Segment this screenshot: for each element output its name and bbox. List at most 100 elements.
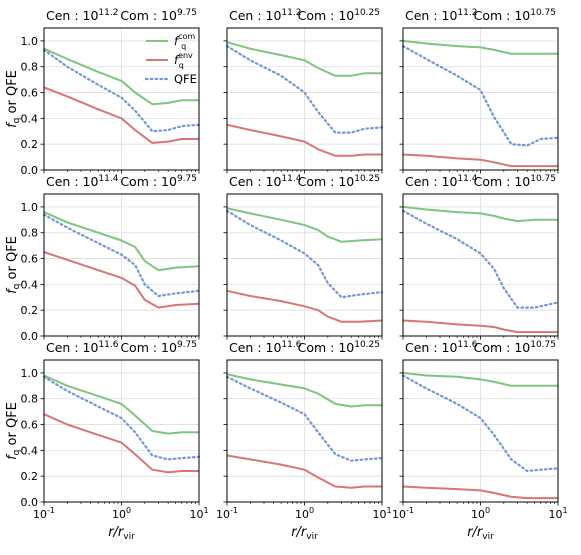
- panel-title-cen: Cen : 1011.4: [46, 174, 119, 189]
- x-tick-exp: 1: [386, 506, 391, 515]
- x-tick-base: 10: [295, 508, 309, 521]
- x-tick-base: 10: [33, 508, 47, 521]
- y-tick-label: 0.4: [21, 112, 39, 125]
- x-tick-label: 100: [112, 506, 131, 521]
- title-cen-exp: 11.2: [457, 8, 477, 18]
- series-line-qfe: [401, 209, 560, 309]
- series-line-com: [43, 211, 200, 272]
- legend-label-com: fcom q: [174, 32, 195, 51]
- x-tick-label: 100: [471, 506, 490, 521]
- title-com-base: Com : 10: [474, 8, 531, 23]
- series-line-com: [43, 47, 199, 106]
- title-cen-exp: 11.4: [281, 174, 301, 184]
- chart-panel: Cen : 1011.2 Com : 109.75 0.0 0.2 0.4 0.6 0.8 1…: [21, 8, 201, 177]
- title-cen-base: Cen : 10: [229, 340, 281, 355]
- y-tick-label: 0.0: [21, 164, 39, 177]
- chart-panel: Cen : 1011.6 Com : 109.75 0.0 0.2 0.4 0.6 0.8 1…: [21, 340, 209, 521]
- series-line-qfe: [42, 48, 201, 133]
- series-line-env: [226, 123, 382, 157]
- title-com-exp: 10.75: [530, 8, 556, 18]
- x-tick-exp: 0: [485, 506, 490, 515]
- title-cen-base: Cen : 10: [405, 8, 457, 23]
- title-com-base: Com : 10: [474, 340, 531, 355]
- series-line-com: [226, 41, 382, 77]
- y-axis-label: fq or QFE: [5, 236, 22, 294]
- x-tick-base: 10: [372, 508, 386, 521]
- title-com-exp: 9.75: [177, 340, 197, 350]
- title-cen-exp: 11.2: [281, 8, 301, 18]
- y-axis-label-rest: or QFE: [5, 236, 20, 284]
- title-cen-base: Cen : 10: [229, 174, 281, 189]
- x-axis-label-main: r/r: [467, 525, 484, 540]
- series-line-env: [43, 251, 200, 309]
- y-tick-label: 0.0: [21, 496, 39, 509]
- panel-title-com: Com : 1010.75: [474, 8, 556, 23]
- series-line-qfe: [401, 44, 560, 147]
- y-tick-label: 0.6: [21, 253, 39, 266]
- series-line-com: [402, 371, 558, 387]
- title-cen-exp: 11.4: [457, 174, 477, 184]
- x-axis-label: r/rvir: [467, 525, 494, 542]
- series-line-qfe: [225, 44, 384, 134]
- legend-label-main: QFE: [174, 72, 197, 86]
- title-cen-base: Cen : 10: [405, 174, 457, 189]
- series-line-com: [43, 374, 199, 435]
- x-tick-exp: 0: [126, 506, 131, 515]
- title-com-base: Com : 10: [120, 174, 177, 189]
- legend-label-sub: q: [181, 42, 186, 51]
- x-tick-label: 10-1: [392, 506, 414, 521]
- x-axis-label: r/rvir: [291, 525, 318, 542]
- x-tick-label: 101: [372, 506, 391, 521]
- x-axis-label-sub: vir: [306, 532, 318, 542]
- y-tick-label: 0.6: [21, 419, 39, 432]
- series-line-env: [402, 319, 558, 334]
- x-axis-label: r/rvir: [108, 525, 135, 542]
- y-tick-label: 0.4: [21, 444, 39, 457]
- panel-title-com: Com : 1010.25: [298, 174, 380, 189]
- x-axis-labels: r/rvir r/rvir r/rvir: [108, 525, 494, 542]
- x-tick-base: 10: [471, 508, 485, 521]
- title-com-exp: 10.25: [354, 174, 380, 184]
- panel-title-cen: Cen : 1011.2: [405, 8, 477, 23]
- series-line-env: [43, 86, 199, 144]
- legend-label-main: f: [174, 53, 180, 67]
- x-axis-label-main: r/r: [108, 525, 125, 540]
- y-tick-label: 0.2: [21, 138, 39, 151]
- y-tick-label: 1.0: [21, 367, 39, 380]
- title-com-base: Com : 10: [298, 340, 355, 355]
- x-tick-label: 10-1: [216, 506, 238, 521]
- legend-label-qfe: QFE: [174, 72, 197, 86]
- y-axis-label-rest: or QFE: [5, 70, 20, 118]
- x-axis-label-sub: vir: [482, 532, 494, 542]
- title-com-base: Com : 10: [120, 340, 177, 355]
- y-axis-label-main: f: [5, 121, 20, 128]
- panel-title-com: Com : 1010.25: [298, 340, 380, 355]
- title-com-exp: 9.75: [177, 8, 197, 18]
- x-tick-base: 10: [216, 508, 230, 521]
- title-cen-exp: 11.4: [98, 174, 118, 184]
- legend-label-sup: com: [178, 32, 195, 41]
- x-tick-exp: -1: [230, 506, 238, 515]
- series-line-env: [226, 454, 382, 489]
- x-tick-exp: 1: [203, 506, 208, 515]
- title-cen-base: Cen : 10: [46, 8, 98, 23]
- series-line-env: [402, 485, 558, 500]
- title-com-base: Com : 10: [298, 174, 355, 189]
- y-tick-label: 1.0: [21, 201, 39, 214]
- x-tick-label: 10-1: [33, 506, 55, 521]
- series-line-com: [226, 207, 383, 243]
- x-tick-label: 101: [189, 506, 208, 521]
- x-tick-base: 10: [392, 508, 406, 521]
- legend-label-env: fenv q: [174, 51, 193, 70]
- x-tick-label: 100: [295, 506, 314, 521]
- series-line-com: [402, 205, 558, 223]
- title-cen-base: Cen : 10: [46, 340, 98, 355]
- title-com-exp: 9.75: [177, 174, 197, 184]
- y-axis-label-sub: q: [12, 284, 22, 290]
- panel-title-com: Com : 1010.75: [474, 174, 556, 189]
